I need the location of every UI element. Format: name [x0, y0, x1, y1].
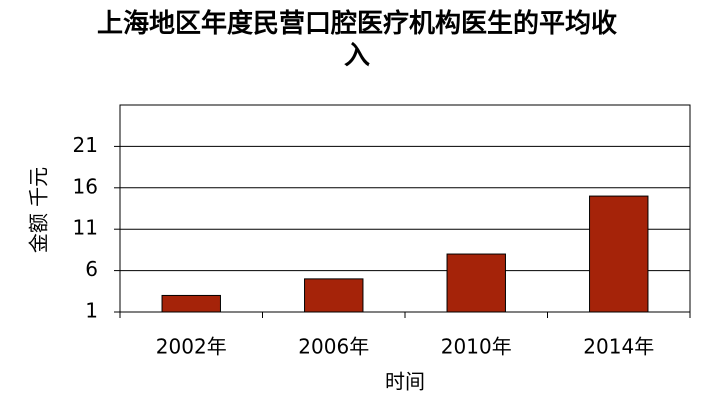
y-tick-label: 6: [85, 257, 98, 281]
y-axis-label: 金额 千元: [27, 167, 51, 253]
x-tick-label: 2014年: [583, 335, 654, 359]
bar: [446, 253, 506, 313]
chart-title: 上海地区年度民营口腔医疗机构医生的平均收入: [97, 9, 618, 71]
x-tick-label: 2010年: [441, 335, 512, 359]
x-tick-label: 2006年: [298, 335, 369, 359]
y-tick-label: 21: [73, 133, 98, 157]
y-tick-label: 1: [85, 299, 98, 323]
bar: [589, 195, 649, 313]
x-tick-label: 2002年: [156, 335, 227, 359]
y-tick-label: 11: [73, 216, 98, 240]
x-axis-label: 时间: [385, 370, 425, 394]
bar: [161, 294, 221, 313]
y-tick-label: 16: [73, 174, 98, 198]
bar: [304, 278, 364, 313]
